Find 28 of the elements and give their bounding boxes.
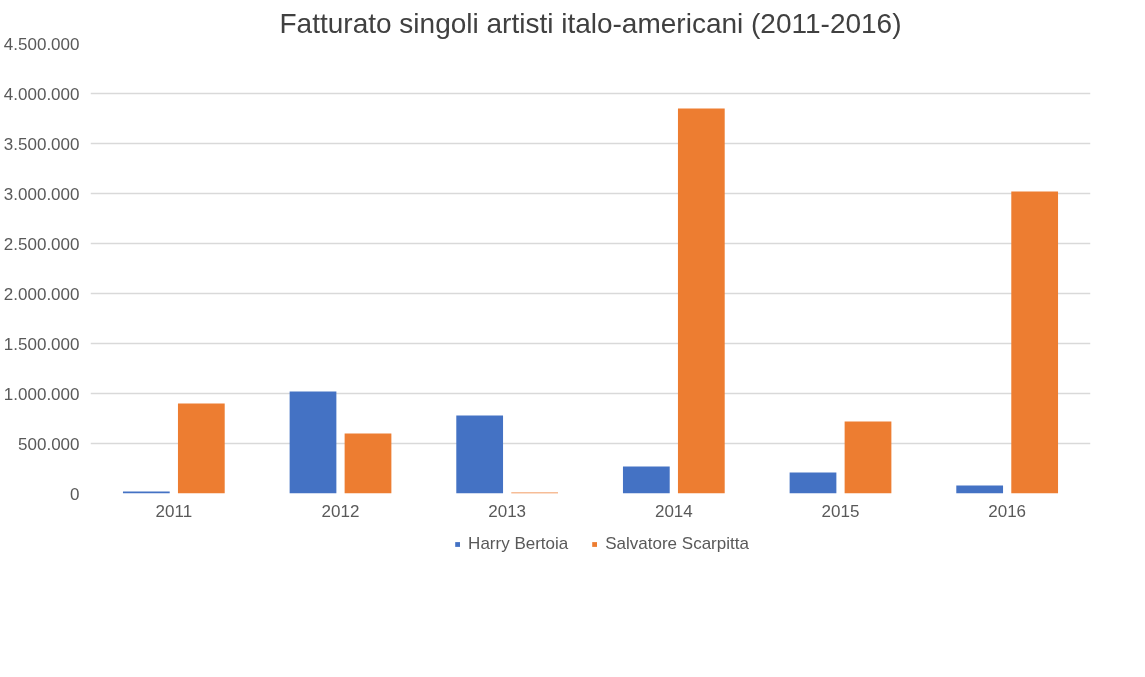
y-tick-label: 0 [70, 484, 80, 504]
x-tick-label: 2016 [988, 501, 1027, 521]
y-tick-label: 3.000.000 [3, 184, 80, 204]
x-tick-label: 2013 [488, 501, 527, 521]
y-tick-label: 2.000.000 [3, 284, 80, 304]
chart-title: Fatturato singoli artisti italo-americani (2011-2016) [279, 7, 902, 39]
bar [1011, 191, 1059, 494]
x-tick-label: 2014 [654, 501, 693, 521]
bar [456, 415, 504, 494]
x-tick-label: 2011 [155, 501, 193, 521]
x-tick-label: 2015 [821, 501, 860, 521]
y-tick-label: 4.500.000 [3, 34, 80, 54]
y-tick-label: 1.000.000 [3, 384, 80, 404]
bar [344, 433, 392, 494]
y-tick-label: 1.500.000 [3, 334, 80, 354]
bar [177, 403, 225, 494]
y-tick-label: 3.500.000 [3, 134, 80, 154]
x-tick-label: 2012 [321, 501, 360, 521]
y-tick-label: 2.500.000 [3, 234, 80, 254]
y-tick-label: 4.000.000 [3, 84, 80, 104]
bar [677, 108, 725, 494]
bar [789, 472, 837, 494]
bar [289, 391, 337, 494]
legend-label: Salvatore Scarpitta [605, 534, 749, 554]
bar [622, 466, 670, 494]
bar [844, 421, 892, 494]
legend-label: Harry Bertoia [468, 534, 569, 554]
y-tick-label: 500.000 [18, 434, 80, 454]
